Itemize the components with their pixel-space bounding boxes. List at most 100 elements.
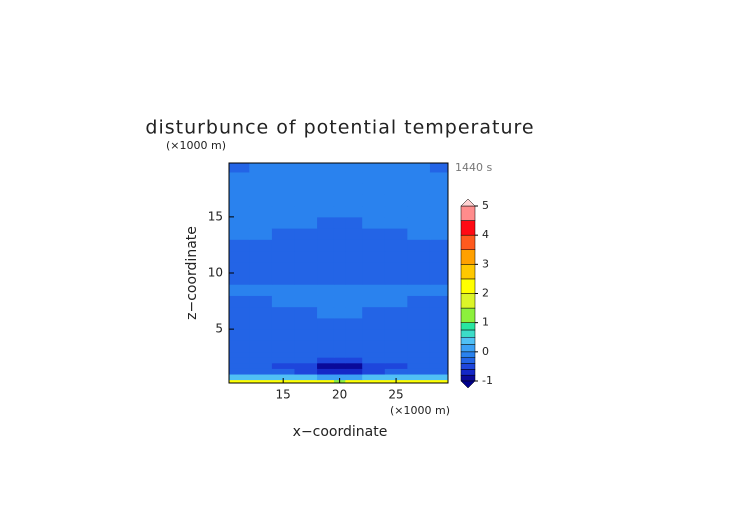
contour-cell bbox=[384, 340, 408, 353]
contour-cell bbox=[333, 351, 346, 358]
contour-cell bbox=[229, 317, 250, 330]
colorbar-tick-label: 2 bbox=[482, 287, 489, 300]
colorbar-tick-label: 1 bbox=[482, 316, 489, 329]
chart-title: disturbunce of potential temperature bbox=[145, 117, 534, 139]
contour-cell bbox=[249, 261, 273, 274]
contour-cell bbox=[229, 329, 250, 341]
contour-cell bbox=[229, 261, 250, 274]
contour-cell bbox=[407, 228, 431, 240]
contour-cell bbox=[429, 171, 448, 184]
contour-cell bbox=[229, 362, 250, 369]
contour-cell bbox=[345, 163, 363, 173]
contour-cell bbox=[345, 306, 363, 319]
contour-cell bbox=[294, 261, 318, 274]
x-axis-label: x−coordinate bbox=[293, 424, 388, 440]
contour-cell bbox=[271, 273, 295, 285]
contour-cell bbox=[317, 368, 335, 375]
contour-cell bbox=[384, 357, 408, 364]
contour-cell bbox=[384, 250, 408, 263]
contour-cell bbox=[362, 261, 386, 274]
contour-cell bbox=[333, 306, 346, 319]
contour-cell bbox=[317, 351, 335, 358]
contour-cell bbox=[271, 194, 295, 207]
colorbar-tick-label: 5 bbox=[482, 199, 489, 212]
contour-cell bbox=[294, 368, 318, 375]
contour-cell bbox=[345, 351, 363, 358]
contour-cell bbox=[294, 194, 318, 207]
contour-cell bbox=[345, 357, 363, 364]
contour-cell bbox=[384, 273, 408, 285]
contour-cell bbox=[294, 295, 318, 308]
contour-cell bbox=[229, 357, 250, 364]
contour-cell bbox=[429, 183, 448, 195]
contour-cell bbox=[317, 357, 335, 364]
contour-cell bbox=[345, 374, 363, 381]
contour-cell bbox=[333, 340, 346, 353]
contour-cell bbox=[362, 228, 386, 240]
colorbar-under bbox=[460, 380, 476, 389]
time-annotation: 1440 s bbox=[455, 161, 492, 174]
contour-cell bbox=[229, 239, 250, 252]
contour-cell bbox=[229, 340, 250, 353]
contour-cell bbox=[271, 357, 295, 364]
contour-cell bbox=[294, 273, 318, 285]
contour-cell bbox=[333, 183, 346, 195]
contour-cell bbox=[407, 351, 431, 358]
contour-cell bbox=[229, 306, 250, 319]
contour-cell bbox=[362, 368, 386, 375]
contour-cell bbox=[294, 171, 318, 184]
contour-cell bbox=[271, 163, 295, 173]
contour-cell bbox=[317, 261, 335, 274]
contour-cell bbox=[407, 183, 431, 195]
contour-cell bbox=[345, 239, 363, 252]
x-tick-label: 15 bbox=[276, 388, 291, 402]
contour-cell bbox=[249, 357, 273, 364]
contour-cell bbox=[317, 306, 335, 319]
contour-cell bbox=[345, 368, 363, 375]
contour-cell bbox=[429, 228, 448, 240]
colorbar-band bbox=[460, 322, 476, 331]
contour-cell bbox=[271, 374, 295, 381]
contour-cell bbox=[429, 295, 448, 308]
contour-cell bbox=[271, 261, 295, 274]
contour-cell bbox=[317, 362, 335, 369]
contour-cell bbox=[271, 362, 295, 369]
contour-cell bbox=[249, 183, 273, 195]
contour-cell bbox=[407, 284, 431, 296]
colorbar-tick-label: 0 bbox=[482, 345, 489, 358]
contour-cell bbox=[294, 183, 318, 195]
x-tick-label: 20 bbox=[332, 388, 347, 402]
contour-cell bbox=[407, 362, 431, 369]
contour-cell bbox=[249, 329, 273, 341]
contour-cell bbox=[249, 239, 273, 252]
contour-cell bbox=[229, 183, 250, 195]
contour-cell bbox=[362, 284, 386, 296]
colorbar-band bbox=[460, 220, 476, 236]
contour-cell bbox=[429, 351, 448, 358]
contour-cell bbox=[345, 216, 363, 229]
contour-cell bbox=[362, 216, 386, 229]
contour-cell bbox=[345, 205, 363, 218]
contour-cell bbox=[229, 379, 250, 383]
contour-cell bbox=[317, 329, 335, 341]
contour-cell bbox=[294, 163, 318, 173]
contour-cell bbox=[429, 284, 448, 296]
contour-cell bbox=[271, 171, 295, 184]
colorbar-band bbox=[460, 344, 476, 353]
contour-cell bbox=[317, 250, 335, 263]
contour-cell bbox=[429, 329, 448, 341]
contour-cell bbox=[249, 362, 273, 369]
contour-cell bbox=[429, 261, 448, 274]
colorbar-band bbox=[460, 264, 476, 280]
contour-cell bbox=[317, 183, 335, 195]
contour-cell bbox=[271, 340, 295, 353]
contour-cell bbox=[249, 340, 273, 353]
contour-cell bbox=[249, 216, 273, 229]
contour-cell bbox=[317, 340, 335, 353]
contour-cell bbox=[249, 194, 273, 207]
contour-cell bbox=[249, 273, 273, 285]
contour-cell bbox=[333, 216, 346, 229]
contour-cell bbox=[407, 171, 431, 184]
colorbar-band bbox=[460, 293, 476, 309]
contour-cell bbox=[333, 357, 346, 364]
